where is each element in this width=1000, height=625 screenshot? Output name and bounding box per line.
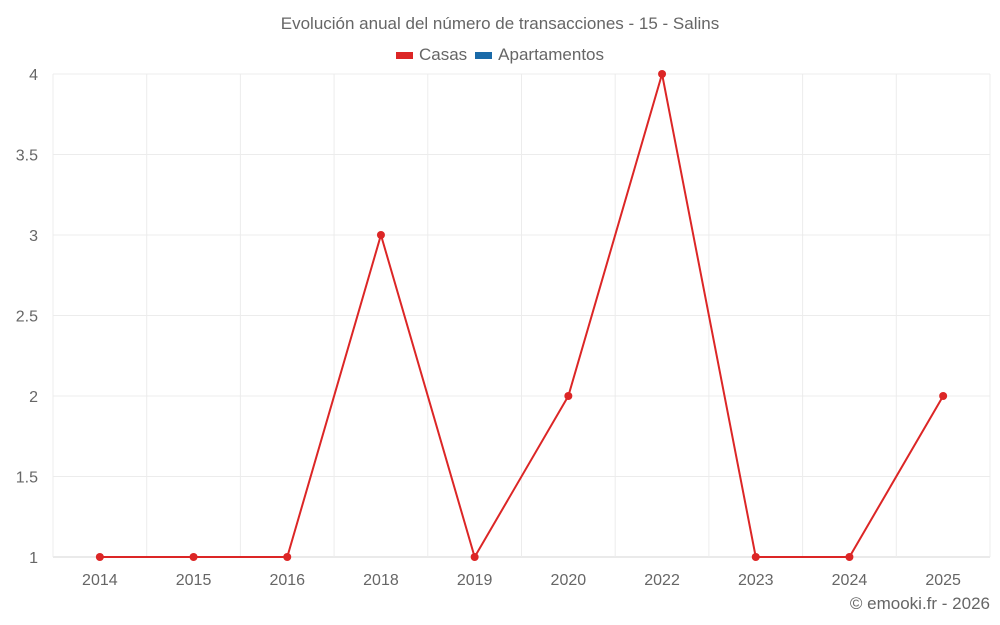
data-point	[658, 70, 667, 78]
x-tick-label: 2016	[269, 572, 305, 589]
legend-item-casas[interactable]: Casas	[395, 45, 468, 65]
x-tick-label: 2018	[363, 572, 399, 589]
series-line-casas	[99, 73, 945, 560]
x-tick-label: 2023	[738, 572, 774, 589]
legend: Casas Apartamentos	[0, 45, 1000, 65]
legend-label-apartamentos: Apartamentos	[498, 45, 605, 64]
data-point	[376, 231, 385, 239]
y-tick-label: 1.5	[16, 470, 38, 487]
x-tick-label: 2019	[457, 572, 493, 589]
data-point	[283, 553, 292, 561]
y-tick-label: 1	[29, 550, 38, 567]
x-tick-label: 2022	[644, 572, 680, 589]
x-tick-label: 2014	[82, 572, 118, 589]
data-point	[564, 392, 573, 400]
x-tick-label: 2020	[551, 572, 587, 589]
y-tick-label: 4	[29, 67, 38, 84]
y-tick-label: 3	[29, 228, 38, 245]
y-tick-label: 2.5	[16, 309, 38, 326]
data-point	[845, 553, 854, 561]
x-tick-label: 2025	[925, 572, 961, 589]
data-point	[939, 392, 948, 400]
data-point	[751, 553, 760, 561]
data-point	[189, 553, 198, 561]
credit-text: © emooki.fr - 2026	[849, 594, 990, 613]
chart-title: Evolución anual del número de transaccio…	[280, 14, 720, 33]
legend-swatch-casas	[395, 51, 413, 59]
legend-label-casas: Casas	[418, 45, 468, 64]
y-tick-label: 3.5	[16, 148, 38, 165]
x-tick-label: 2015	[176, 572, 212, 589]
data-point	[470, 553, 479, 561]
y-tick-label: 2	[29, 389, 38, 406]
x-tick-label: 2024	[832, 572, 868, 589]
legend-item-apartamentos[interactable]: Apartamentos	[475, 45, 604, 65]
legend-swatch-apartamentos	[475, 51, 493, 59]
data-point	[95, 553, 104, 561]
